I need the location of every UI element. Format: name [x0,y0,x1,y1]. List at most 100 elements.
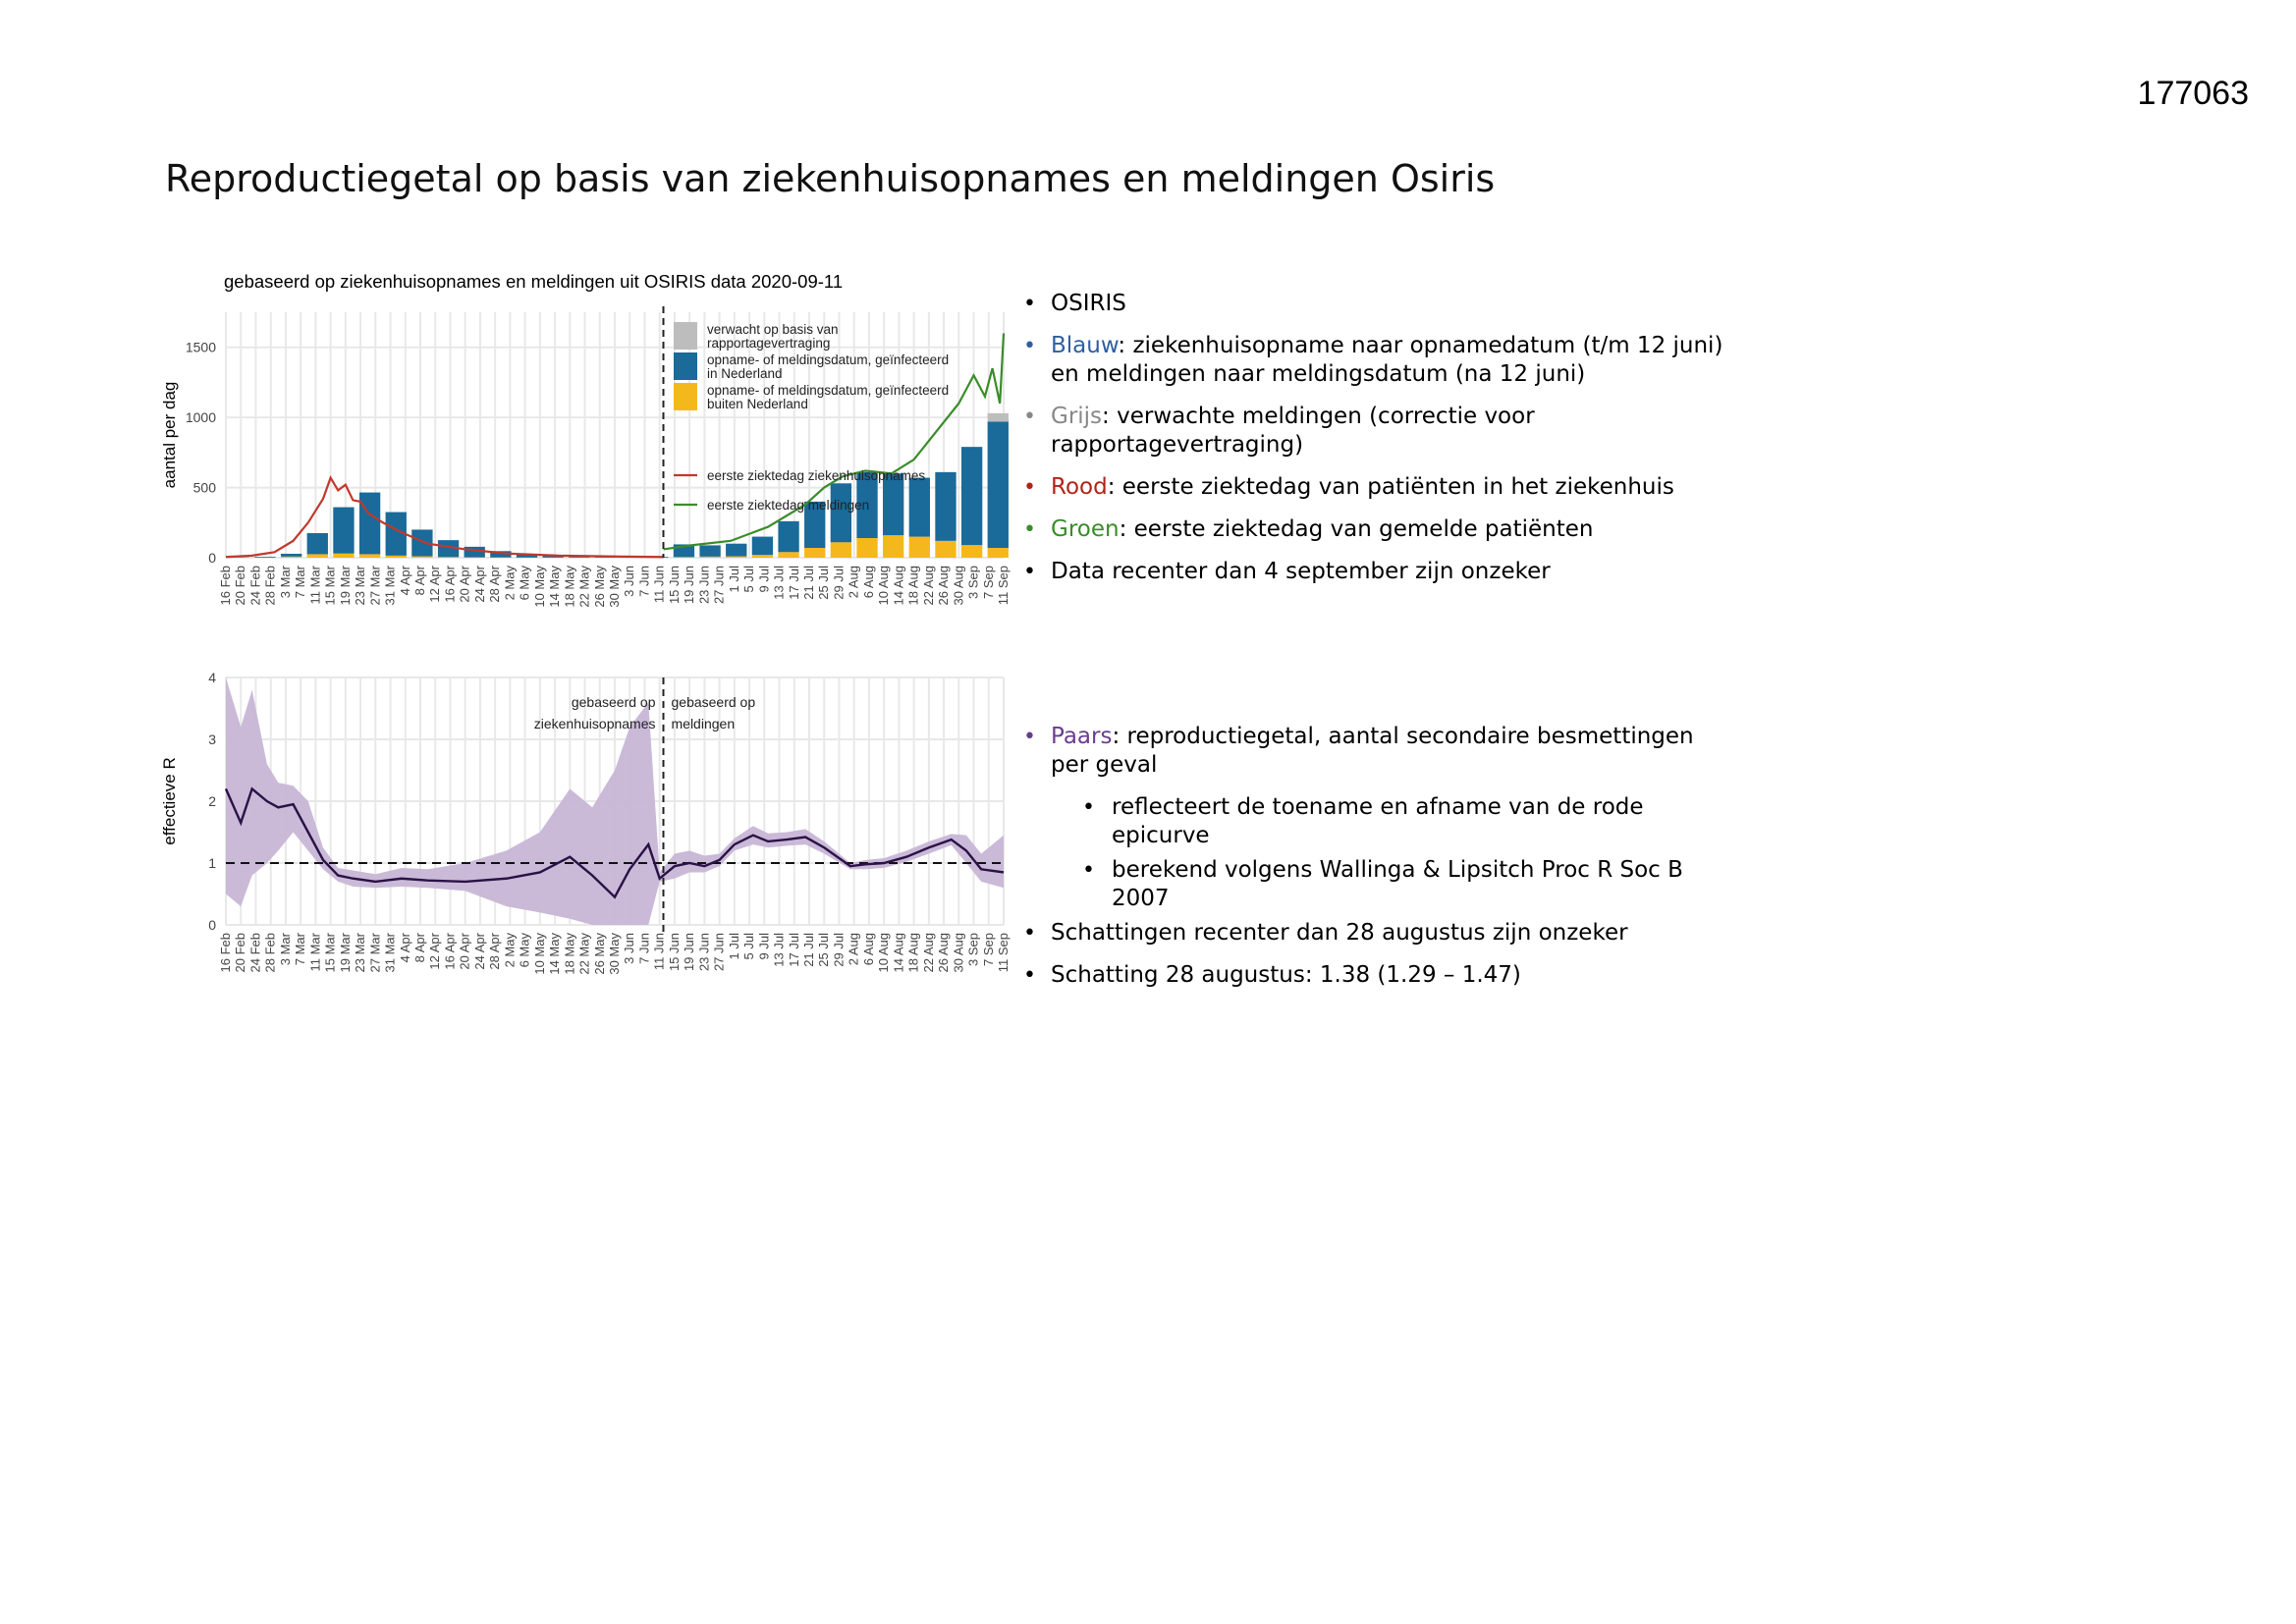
sub-bullet-item: • berekend volgens Wallinga & Lipsitch Pr… [1017,856,1740,913]
bar-in-nederland [778,520,799,553]
x-tick-label: 16 Apr [442,932,457,969]
bar-in-nederland [385,512,407,556]
x-tick-label: 22 Aug [921,933,936,973]
x-tick-label: 13 Jul [772,566,787,600]
x-tick-label: 4 Apr [398,565,412,595]
x-tick-label: 19 Jun [682,566,696,604]
bar-buiten-nederland [987,548,1009,558]
x-tick-label: 2 Aug [847,933,861,965]
x-tick-label: 11 Sep [996,566,1011,605]
bullet-text: : reproductiegetal, aantal secondaire be… [1051,724,1694,778]
bar-buiten-nederland [751,555,774,558]
legend-yellow-label: buiten Nederland [707,397,808,411]
bar-buiten-nederland [908,536,930,558]
x-tick-label: 17 Jul [787,933,801,967]
x-tick-label: 15 Mar [323,932,338,972]
legend-grey-label: rapportagevertraging [707,336,830,351]
sub-bullet-item: • reflecteert de toename en afname van de… [1017,793,1740,850]
x-tick-label: 26 Aug [936,566,951,606]
legend-blue-swatch [674,352,697,380]
bar-buiten-nederland [306,554,328,558]
y-tick-label: 0 [208,917,216,933]
bullet-text: : ziekenhuisopname naar opnamedatum (t/m… [1051,333,1723,387]
document-id: 177063 [2137,75,2249,112]
x-tick-label: 14 Aug [891,566,905,606]
bar-in-nederland [726,543,747,557]
x-tick-label: 23 Jun [696,933,711,971]
bar-verwacht [987,412,1009,422]
bar-in-nederland [254,557,276,558]
x-tick-label: 30 Aug [951,566,965,606]
x-tick-label: 6 May [518,566,532,601]
bullet-key: Paars [1051,724,1113,749]
x-tick-label: 16 Apr [442,565,457,602]
legend-blue-label: in Nederland [707,366,783,381]
x-tick-label: 10 May [532,933,547,975]
x-tick-label: 2 May [502,933,517,968]
x-tick-label: 20 Apr [458,932,472,969]
bullet-text: berekend volgens Wallinga & Lipsitch Pro… [1112,857,1683,911]
bar-buiten-nederland [673,557,695,558]
x-tick-label: 23 Jun [696,566,711,604]
x-tick-label: 12 Apr [427,932,442,969]
x-tick-label: 11 Jun [652,566,667,603]
x-tick-label: 11 Jun [652,933,667,970]
x-tick-label: 24 Apr [472,932,487,969]
bar-buiten-nederland [960,545,983,558]
x-tick-label: 27 Jun [712,933,727,971]
bullet-list-bottom: • Paars: reproductiegetal, aantal seconda… [1017,723,1740,1003]
x-tick-label: 25 Jul [816,566,831,600]
legend-grey-label: verwacht op basis van [707,322,839,337]
annotation-right: meldingen [672,716,736,731]
x-tick-label: 28 Feb [263,566,278,605]
bullet-item: • OSIRIS [1017,290,1738,318]
bar-buiten-nederland [726,556,747,558]
x-tick-label: 30 Aug [951,933,965,973]
x-tick-label: 14 May [547,566,562,608]
bar-buiten-nederland [856,538,878,558]
x-tick-label: 23 Mar [353,932,367,972]
x-tick-label: 8 Apr [412,932,427,962]
x-tick-label: 13 Jul [772,933,787,967]
bullet-dot-icon: • [1082,795,1095,820]
x-tick-label: 9 Jul [756,566,771,593]
bar-buiten-nederland [883,535,904,558]
x-tick-label: 10 Aug [876,933,891,973]
bullet-text: : verwachte meldingen (correctie voor ra… [1051,404,1535,458]
bar-buiten-nederland [411,556,433,558]
x-tick-label: 23 Mar [353,565,367,605]
bullet-text: Data recenter dan 4 september zijn onzek… [1051,559,1551,584]
x-tick-label: 14 May [547,933,562,975]
x-tick-label: 3 Jun [622,566,636,597]
x-tick-label: 2 Aug [847,566,861,598]
bar-in-nederland [960,447,983,546]
legend-blue-label: opname- of meldingsdatum, geïnfecteerd [707,352,949,367]
x-tick-label: 6 Aug [861,933,876,965]
bar-in-nederland [437,540,460,558]
legend-red-label: eerste ziektedag ziekenhuisopnames [707,468,925,483]
x-tick-label: 18 Aug [906,566,921,606]
bar-buiten-nederland [778,552,799,558]
y-tick-label: 0 [208,550,216,566]
x-tick-label: 3 Mar [278,932,293,965]
y-tick-label: 3 [208,731,216,747]
bullet-dot-icon: • [1023,475,1036,500]
bar-in-nederland [411,529,433,557]
x-tick-label: 26 May [592,933,607,975]
bullet-item: • Paars: reproductiegetal, aantal seconda… [1017,723,1738,780]
y-tick-label: 1500 [186,340,216,355]
bullet-dot-icon: • [1023,292,1036,316]
x-tick-label: 21 Jul [801,566,816,600]
confidence-band [226,677,1004,925]
x-tick-label: 11 Mar [307,565,322,604]
x-tick-label: 3 Sep [966,933,981,966]
bullet-dot-icon: • [1023,560,1036,584]
x-tick-label: 7 Sep [981,933,996,966]
x-tick-label: 1 Jul [727,933,741,960]
x-tick-label: 30 May [607,566,622,608]
x-tick-label: 2 May [502,566,517,601]
bar-in-nederland [830,483,852,543]
bullet-item: • Blauw: ziekenhuisopname naar opnamedatu… [1017,332,1738,389]
